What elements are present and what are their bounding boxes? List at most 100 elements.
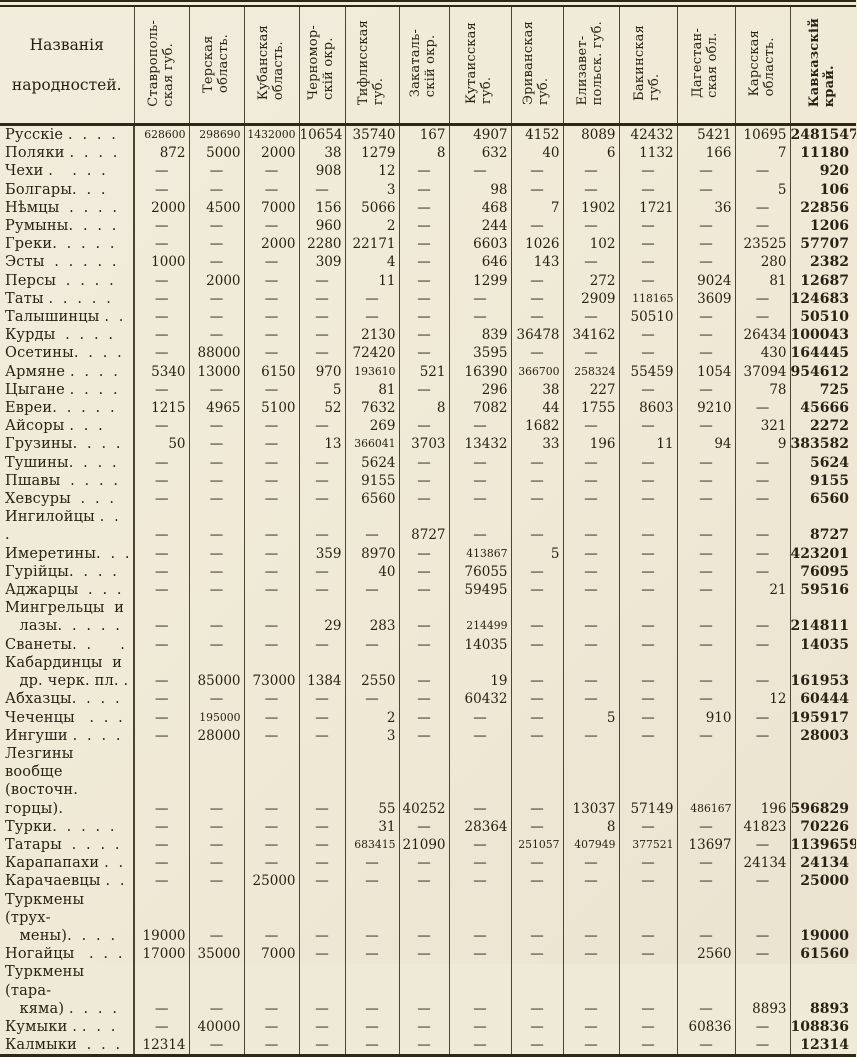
row-label: Курды . . . . [0, 326, 135, 345]
value-cell: — [243, 380, 299, 400]
value-cell: — [618, 854, 677, 873]
value-cell: 8089 [562, 124, 619, 145]
value-cell: — [133, 490, 189, 509]
table-row: Туркмены (трух- мены). . . . 19000— — — — — — —… [0, 890, 856, 946]
column-header-10: Бакинская губ. [618, 3, 677, 125]
value-cell: 3595 [448, 344, 511, 363]
value-cell: 23525 [734, 235, 790, 254]
value-cell: 38 [298, 144, 345, 163]
value-cell: 12 [734, 690, 790, 709]
value-cell: — [243, 890, 299, 946]
value-cell: 72420 [344, 344, 399, 363]
value-cell: 910 [676, 708, 735, 727]
value-cell: 24134 [734, 854, 790, 873]
value-cell: 57149 [618, 744, 677, 818]
row-label: Сванеты. . . [0, 635, 135, 654]
value-cell: 366700 [510, 362, 563, 381]
row-label: Гурійцы. . . . [0, 562, 135, 582]
value-cell: 468 [448, 198, 511, 218]
value-cell: — [243, 708, 299, 727]
value-cell: — [133, 835, 189, 855]
value-cell: — [298, 708, 345, 727]
value-cell: 5 [734, 180, 790, 199]
total-cell: 8727 [789, 508, 856, 545]
value-cell: — [133, 653, 189, 691]
value-cell: — [734, 490, 790, 509]
table-row: Осетины. . . . —88000— —72420—3595— — — —430 1… [0, 344, 856, 363]
value-cell: — [448, 708, 511, 727]
value-cell: — [398, 253, 449, 272]
column-header-9: Елизавет- польск. губ. [562, 3, 619, 125]
total-cell: 12687 [789, 271, 856, 290]
value-cell: — [298, 744, 345, 818]
value-cell: — [510, 344, 563, 363]
value-cell: — [618, 599, 677, 636]
value-cell: 21090 [398, 835, 449, 855]
value-cell: — [562, 854, 619, 873]
table-row: Поляки . . . . 872 5000 2000 38 1279 8 632 40 6 11… [0, 144, 856, 163]
row-label: Мингрельцы и лазы. . . . . [0, 599, 135, 636]
row-label: Имеретины. . . [0, 544, 135, 563]
value-cell: — [676, 235, 735, 254]
value-cell: 296 [448, 380, 511, 400]
value-cell: 40000 [188, 1017, 244, 1037]
value-cell: — [133, 690, 189, 709]
value-cell: — [734, 399, 790, 418]
value-cell: 6150 [243, 362, 299, 381]
value-cell: — [510, 490, 563, 509]
value-cell: 377521 [618, 835, 677, 855]
table-row: Туркмены (тара- кяма) . . . . — — — — — — — — — — —… [0, 963, 856, 1018]
value-cell: — [398, 726, 449, 745]
value-cell: — [734, 562, 790, 582]
table-row: Айсоры . . . — — — —269— —1682— — —321 2272 [0, 417, 856, 436]
value-cell: 13000 [188, 362, 244, 381]
value-cell: 839 [448, 326, 511, 345]
table-row: Турки. . . . . — — — —31—28364—8— —41823 70226 [0, 817, 856, 836]
value-cell: — [398, 453, 449, 472]
column-header-5: Тифлисская губ. [344, 3, 399, 125]
table-row: Евреи. . . . . 1215 4965 5100 52 7632 8 7082 44 1… [0, 399, 856, 418]
value-cell: 3609 [676, 289, 735, 309]
value-cell: — [188, 380, 244, 400]
value-cell: 7 [734, 144, 790, 163]
value-cell: — [398, 162, 449, 181]
column-header-6: Закаталь- скій окр. [398, 3, 449, 125]
row-label: Туркмены (трух- мены). . . . [0, 890, 135, 946]
row-label: Айсоры . . . [0, 417, 135, 436]
value-cell: 4 [344, 253, 399, 272]
value-cell: 4907 [448, 124, 511, 145]
value-cell: — [562, 417, 619, 436]
value-cell: — [448, 963, 511, 1018]
value-cell: 486167 [676, 744, 735, 818]
value-cell: — [510, 162, 563, 181]
value-cell: 36478 [510, 326, 563, 345]
value-cell: 13432 [448, 435, 511, 454]
value-cell: 42432 [618, 124, 677, 145]
value-cell: 1132 [618, 144, 677, 163]
value-cell: — [188, 162, 244, 181]
total-cell: 100043 [789, 326, 856, 345]
column-header-label: Кавказскій край. [807, 18, 838, 108]
value-cell: — [734, 945, 790, 964]
value-cell: — [243, 289, 299, 309]
value-cell: — [618, 490, 677, 509]
value-cell: 55459 [618, 362, 677, 381]
value-cell: 50 [133, 435, 189, 454]
value-cell: — [448, 308, 511, 327]
value-cell: — [243, 253, 299, 272]
value-cell: 269 [344, 417, 399, 436]
value-cell: — [676, 508, 735, 545]
value-cell: — [344, 289, 399, 309]
column-header-label: Ставрополь- ская губ. [145, 19, 176, 107]
value-cell: — [133, 963, 189, 1018]
value-cell: — [510, 890, 563, 946]
value-cell: 872 [133, 144, 189, 163]
value-cell: 17000 [133, 945, 189, 964]
total-cell: 59516 [789, 581, 856, 600]
value-cell: 11 [344, 271, 399, 290]
value-cell: — [734, 653, 790, 691]
value-cell: 2000 [133, 198, 189, 218]
value-cell: 156 [298, 198, 345, 218]
value-cell: — [398, 271, 449, 290]
value-cell: 646 [448, 253, 511, 272]
